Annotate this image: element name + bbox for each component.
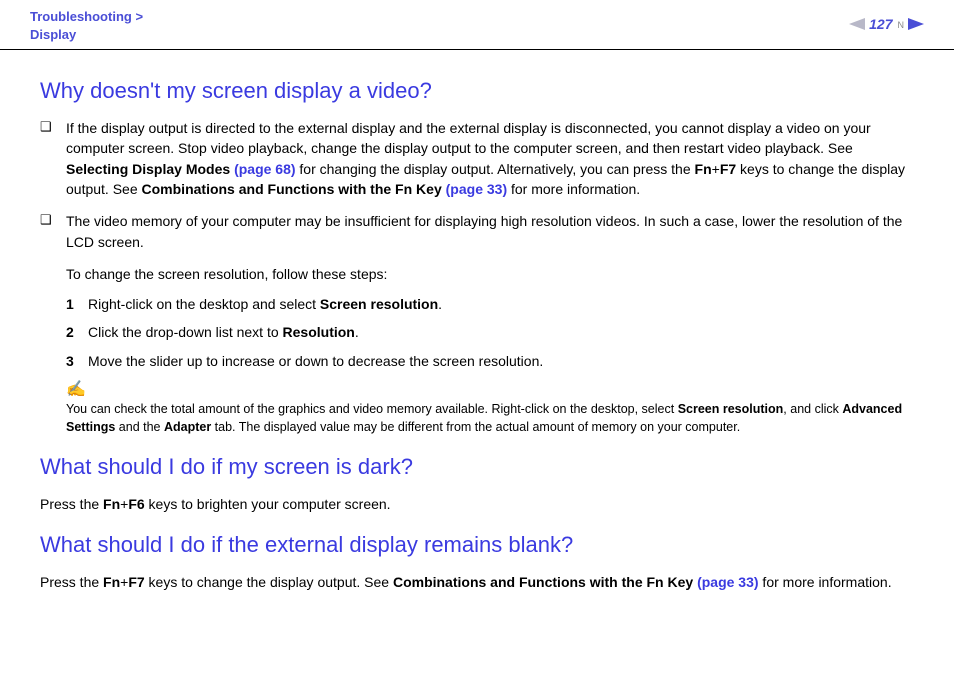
key-fn: Fn xyxy=(695,161,712,177)
bullet-icon: ❑ xyxy=(40,118,66,199)
section-heading-video: Why doesn't my screen display a video? xyxy=(40,78,914,104)
next-page-icon[interactable] xyxy=(908,18,924,30)
breadcrumb-sep: > xyxy=(132,9,143,24)
sub-intro: To change the screen resolution, follow … xyxy=(66,264,914,284)
bullet-item: ❑ If the display output is directed to t… xyxy=(40,118,914,199)
section-heading-external: What should I do if the external display… xyxy=(40,532,914,558)
bullet-text: The video memory of your computer may be… xyxy=(66,211,914,252)
n-mark: N xyxy=(898,20,905,30)
bullet-text: If the display output is directed to the… xyxy=(66,118,914,199)
body-text: Press the Fn+F6 keys to brighten your co… xyxy=(40,494,914,514)
step-number: 1 xyxy=(66,294,88,314)
body-text: Press the Fn+F7 keys to change the displ… xyxy=(40,572,914,592)
page-number: 127 xyxy=(869,16,892,32)
steps-list: 1 Right-click on the desktop and select … xyxy=(66,294,914,371)
breadcrumb: Troubleshooting > Display xyxy=(30,8,143,43)
breadcrumb-sub: Display xyxy=(30,27,76,42)
page-ref-link[interactable]: (page 33) xyxy=(446,181,507,197)
page-ref-link[interactable]: (page 68) xyxy=(234,161,295,177)
step-item: 2 Click the drop-down list next to Resol… xyxy=(66,322,914,342)
key-f6: F6 xyxy=(128,496,144,512)
breadcrumb-section: Troubleshooting xyxy=(30,9,132,24)
page-header: Troubleshooting > Display 127 N xyxy=(0,0,954,50)
note-text: You can check the total amount of the gr… xyxy=(66,401,914,436)
section-heading-dark: What should I do if my screen is dark? xyxy=(40,454,914,480)
step-number: 2 xyxy=(66,322,88,342)
bullet-item: ❑ The video memory of your computer may … xyxy=(40,211,914,252)
bullet-icon: ❑ xyxy=(40,211,66,252)
key-fn: Fn xyxy=(103,574,120,590)
page-content: Why doesn't my screen display a video? ❑… xyxy=(0,50,954,623)
step-item: 1 Right-click on the desktop and select … xyxy=(66,294,914,314)
note-icon: ✍ xyxy=(66,379,914,399)
step-text: Right-click on the desktop and select Sc… xyxy=(88,294,442,314)
key-fn: Fn xyxy=(103,496,120,512)
step-text: Click the drop-down list next to Resolut… xyxy=(88,322,359,342)
step-text: Move the slider up to increase or down t… xyxy=(88,351,543,371)
ref-label: Selecting Display Modes xyxy=(66,161,234,177)
key-f7: F7 xyxy=(128,574,144,590)
ref-label: Combinations and Functions with the Fn K… xyxy=(393,574,697,590)
step-number: 3 xyxy=(66,351,88,371)
prev-page-icon[interactable] xyxy=(849,18,865,30)
page-number-cluster: 127 N xyxy=(849,16,924,32)
page-ref-link[interactable]: (page 33) xyxy=(697,574,758,590)
step-item: 3 Move the slider up to increase or down… xyxy=(66,351,914,371)
key-f7: F7 xyxy=(720,161,736,177)
ref-label: Combinations and Functions with the Fn K… xyxy=(142,181,446,197)
